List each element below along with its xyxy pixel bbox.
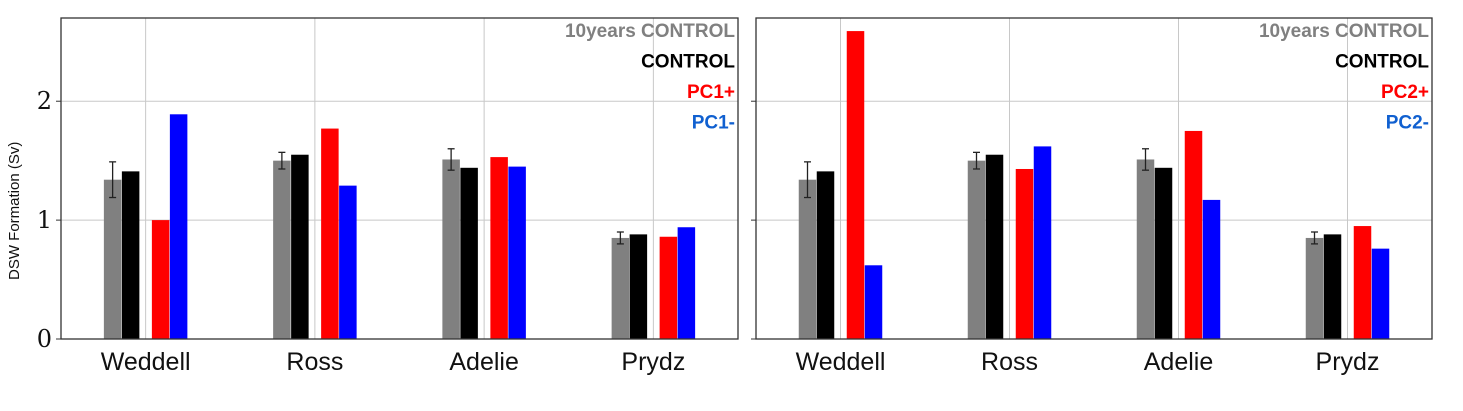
bar-pc2--adelie [1184,130,1203,339]
x-tick-label: Prydz [1316,348,1380,376]
x-tick-label: Weddell [796,348,886,376]
y-axis-label: DSW Formation (Sv) [6,141,23,280]
x-tick-label: Ross [981,348,1038,376]
legend-entry: CONTROL [1335,52,1429,73]
bar-pc1--prydz [677,227,696,339]
bar-pc1--weddell [169,114,188,339]
bar-10years-control-adelie [1136,159,1155,339]
bar-10years-control-weddell [798,179,817,339]
bar-control-weddell [816,171,835,339]
bar-10years-control-weddell [103,179,122,339]
y-tick-label: 0 [37,325,52,353]
y-tick-label: 1 [37,206,52,234]
bar-pc2--prydz [1371,248,1390,339]
x-tick-label: Adelie [449,348,519,376]
legend-entry: PC1- [692,113,735,134]
bar-10years-control-ross [967,160,986,339]
bar-pc1--prydz [659,236,678,339]
bar-10years-control-prydz [611,237,630,339]
bar-pc2--weddell [846,31,865,339]
bar-pc2--prydz [1353,226,1372,339]
bar-control-weddell [121,171,140,339]
plot-frame [60,17,739,340]
x-tick-label: Weddell [101,348,191,376]
bar-pc2--ross [1015,168,1034,339]
bar-10years-control-adelie [442,159,460,339]
legend-entry: CONTROL [641,52,735,73]
legend-entry: 10years CONTROL [565,21,735,42]
legend-entry: PC1+ [687,82,735,103]
bar-pc1--adelie [490,157,508,339]
bar-pc2--adelie [1202,199,1221,339]
bar-control-ross [985,154,1004,339]
bar-pc1--adelie [508,166,526,339]
x-tick-label: Prydz [621,348,685,376]
bar-pc2--weddell [864,265,883,339]
bar-10years-control-ross [273,160,291,339]
x-tick-label: Adelie [1144,348,1214,376]
bar-pc1--ross [339,185,357,339]
legend-entry: PC2+ [1381,82,1429,103]
bar-control-ross [291,154,309,339]
bar-pc2--ross [1033,146,1052,339]
bar-control-adelie [1154,167,1173,339]
legend-entry: 10years CONTROL [1259,21,1429,42]
bar-control-prydz [1323,234,1342,339]
y-tick-label: 2 [37,87,52,115]
legend-entry: PC2- [1386,113,1429,134]
bar-control-adelie [460,167,478,339]
bar-10years-control-prydz [1305,237,1324,339]
x-tick-label: Ross [286,348,343,376]
plot-frame [755,17,1433,340]
bar-control-prydz [629,234,648,339]
chart-panel-1: 0 1 2 Weddell Ross Adelie Prydz 10years CONTROL… [37,17,739,376]
chart-panel-2: Weddell Ross Adelie Prydz 10years CONTROL CON… [751,17,1433,376]
bar-pc1--weddell [151,220,170,339]
bar-pc1--ross [321,128,339,339]
